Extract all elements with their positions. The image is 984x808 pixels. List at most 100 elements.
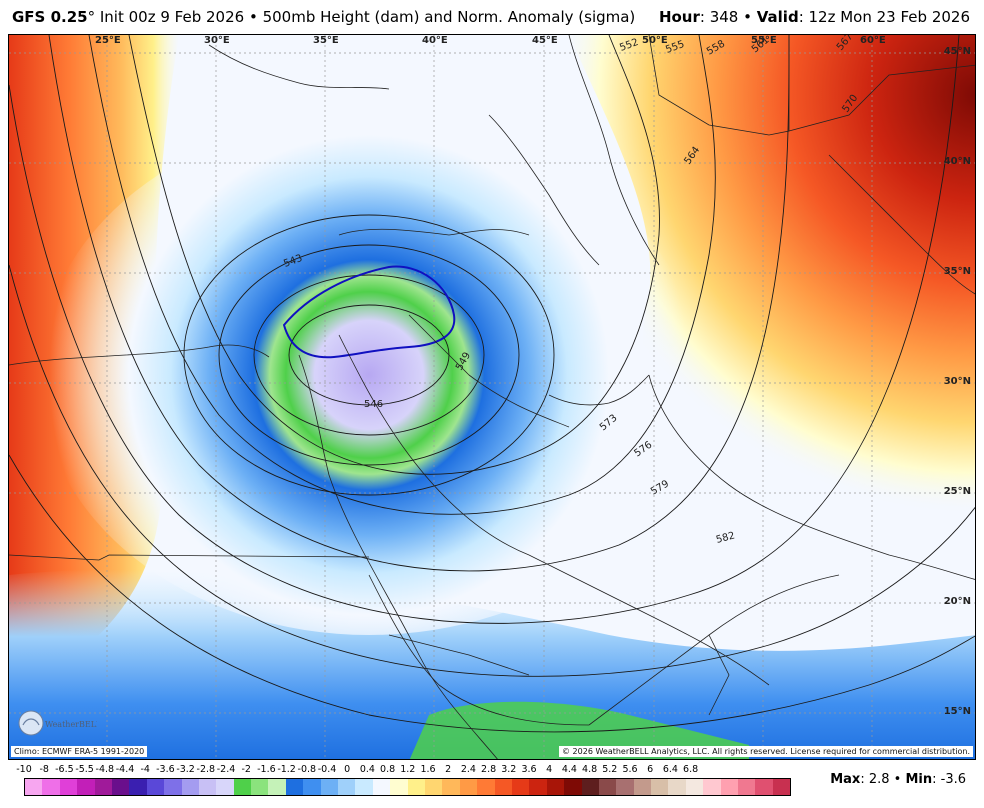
legend-tick-label: -4 [140, 764, 150, 775]
legend-swatch [216, 779, 234, 795]
east-warm-anomaly [569, 35, 975, 595]
legend-swatch [390, 779, 408, 795]
legend-swatch [651, 779, 669, 795]
model-name: GFS 0.25 [12, 8, 88, 26]
init-time: Init 00z 9 Feb 2026 [99, 8, 245, 26]
legend-tick-label: -6.5 [55, 764, 74, 775]
legend-tick-label: -0.8 [297, 764, 317, 775]
legend-tick-label: -4.4 [115, 764, 135, 775]
legend-swatch [720, 779, 739, 795]
legend-tick-label: 4 [546, 764, 553, 775]
legend-swatch [59, 779, 78, 795]
lat-label-45n: 45°N [943, 46, 971, 57]
lon-label-60e: 60°E [860, 35, 886, 46]
lat-label-30n: 30°N [943, 376, 971, 387]
legend-swatch [616, 779, 634, 795]
min-anomaly-contour [282, 265, 456, 359]
legend-swatch [251, 779, 269, 795]
min-label: Min [905, 772, 933, 787]
legend-swatch [320, 779, 339, 795]
hour-value: : 348 [699, 8, 739, 26]
lon-label-50e: 50°E [642, 35, 668, 46]
legend-swatch [738, 779, 756, 795]
lat-label-15n: 15°N [943, 706, 971, 717]
legend-tick-label: -3.6 [156, 764, 175, 775]
legend-tick-label: 4.4 [561, 764, 577, 775]
legend-swatch [511, 779, 530, 795]
legend-tick-label: -3.2 [176, 764, 195, 775]
height-contours [9, 35, 975, 733]
legend-tick-label: 2.8 [481, 764, 497, 775]
legend-swatch [233, 779, 252, 795]
legend-swatch [42, 779, 60, 795]
legend-tick-label: 5.6 [622, 764, 638, 775]
climo-note: Climo: ECMWF ERA-5 1991-2020 [11, 746, 148, 757]
legend-swatch [77, 779, 95, 795]
lon-label-45e: 45°E [532, 35, 558, 46]
legend-swatch [268, 779, 286, 795]
max-label: Max [830, 772, 861, 787]
legend-tick-label: -5.5 [75, 764, 94, 775]
graticule [9, 35, 975, 759]
legend-tick-label: -2 [241, 764, 251, 775]
chart-title: GFS 0.25° Init 00z 9 Feb 2026 • 500mb He… [12, 8, 635, 26]
lon-label-30e: 30°E [204, 35, 230, 46]
legend-labels: -10 -8 -6.5 -5.5 -4.8 -4.4 -4 -3.6 -3.2 -2.8 -2.4-… [12, 764, 712, 778]
map-canvas: 543 546 549 552 555 558 561 564 570 573 … [9, 35, 975, 759]
legend-swatch [407, 779, 425, 795]
max-min-stats: Max: 2.8 • Min: -3.6 [830, 772, 966, 787]
legend-swatch [355, 779, 373, 795]
legend-swatch [564, 779, 582, 795]
legend-swatch [494, 779, 512, 795]
legend-swatch [581, 779, 599, 795]
legend-swatch [372, 779, 391, 795]
legend-tick-label: -1.2 [277, 764, 296, 775]
anomaly-legend: -10 -8 -6.5 -5.5 -4.8 -4.4 -4 -3.6 -3.2 -2.8 -2.4-… [12, 764, 792, 804]
lon-label-55e: 55°E [751, 35, 777, 46]
degree-symbol: ° [87, 8, 96, 26]
legend-tick-label: 0.8 [380, 764, 396, 775]
legend-swatch [546, 779, 565, 795]
legend-swatch [164, 779, 182, 795]
weatherbell-logo: WeatherBELL [18, 710, 97, 736]
lat-label-40n: 40°N [943, 156, 971, 167]
min-value: : -3.6 [932, 772, 966, 787]
valid-bullet: • [743, 8, 752, 26]
legend-tick-label: -10 [16, 764, 32, 775]
legend-tick-label: 6.4 [662, 764, 678, 775]
legend-tick-label: -4.8 [95, 764, 115, 775]
legend-swatch [94, 779, 112, 795]
legend-tick-label: 2.4 [460, 764, 476, 775]
legend-tick-label: -1.6 [257, 764, 276, 775]
legend-tick-label: 0 [344, 764, 351, 775]
valid-label: Valid [756, 8, 799, 26]
legend-swatch [685, 779, 704, 795]
legend-tick-label: 6.8 [683, 764, 699, 775]
copyright-note: © 2026 WeatherBELL Analytics, LLC. All r… [559, 746, 973, 757]
legend-tick-label: -2.8 [196, 764, 216, 775]
legend-swatch [755, 779, 773, 795]
legend-tick-label: 6 [647, 764, 654, 775]
weather-map[interactable]: 543 546 549 552 555 558 561 564 570 573 … [8, 34, 976, 760]
stats-bullet: • [893, 772, 902, 787]
lon-label-40e: 40°E [422, 35, 448, 46]
legend-tick-label: 3.6 [521, 764, 537, 775]
header: GFS 0.25° Init 00z 9 Feb 2026 • 500mb He… [0, 0, 984, 34]
legend-tick-label: 2 [445, 764, 452, 775]
legend-tick-label: 1.2 [400, 764, 416, 775]
south-green-patch [409, 701, 749, 759]
legend-tick-label: 0.4 [359, 764, 375, 775]
legend-swatch [146, 779, 165, 795]
lat-label-20n: 20°N [943, 596, 971, 607]
legend-tick-label: 5.2 [602, 764, 618, 775]
legend-swatch [129, 779, 147, 795]
legend-tick-label: 4.8 [582, 764, 598, 775]
legend-color-bar [24, 778, 792, 796]
title-bullet: • [248, 8, 258, 26]
legend-swatch [25, 779, 43, 795]
contour-label-546: 546 [364, 399, 383, 410]
lon-label-25e: 25°E [95, 35, 121, 46]
max-value: : 2.8 [860, 772, 890, 787]
logo-text: WeatherBELL [45, 720, 97, 729]
legend-swatch [442, 779, 460, 795]
